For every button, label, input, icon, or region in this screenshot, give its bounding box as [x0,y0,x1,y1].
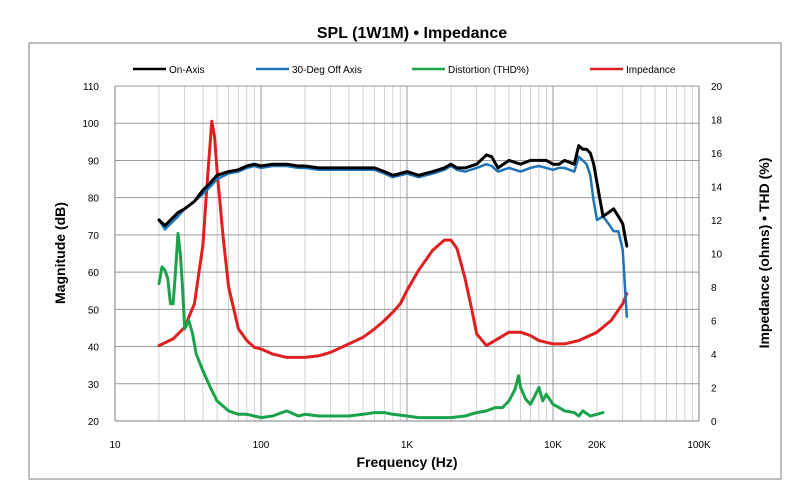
y2-tick-label: 10 [711,250,723,261]
y2-tick-label: 20 [711,82,723,93]
y2-tick-label: 16 [711,149,723,160]
series-line-distortion-thd [157,231,605,420]
y-tick-label: 110 [83,82,99,93]
x-tick-label: 10K [544,440,562,451]
x-tick-label: 100 [253,440,270,451]
y2-tick-labels: 0 2 4 6 8 10 12 14 16 18 20 [711,82,723,428]
y2-tick-label: 0 [711,417,717,428]
y-tick-label: 40 [88,343,100,354]
plot-frame [28,42,782,480]
x-tick-label: 1K [401,440,414,451]
x-tick-label: 20K [588,440,606,451]
legend-label: Impedance [626,65,676,76]
x-tick-labels: 10 100 1K 10K 20K 100K [109,440,711,451]
y2-tick-label: 2 [711,384,717,395]
y-tick-label: 30 [88,380,100,391]
y-tick-label: 60 [88,268,100,279]
y2-tick-label: 14 [711,183,723,194]
y2-tick-label: 6 [711,317,717,328]
legend: On-Axis 30-Deg Off Axis Distortion (THD%) I… [133,65,676,76]
y2-tick-label: 18 [711,116,723,127]
y-tick-label: 100 [82,119,99,130]
chart-title: SPL (1W1M) • Impedance [317,25,507,42]
y-tick-labels: 20 30 40 50 60 70 80 90 100 110 [82,82,99,428]
y2-tick-label: 4 [711,350,717,361]
y2-tick-label: 12 [711,216,723,227]
grid-lines [114,85,699,422]
legend-label: 30-Deg Off Axis [292,65,362,76]
y-tick-label: 90 [88,156,100,167]
series-lines [157,119,629,420]
y2-tick-label: 8 [711,283,717,294]
x-axis-title: Frequency (Hz) [356,454,457,470]
x-tick-label: 100K [687,440,711,451]
series-line-on-axis [157,144,629,248]
y-tick-label: 70 [88,231,100,242]
x-tick-label: 10 [109,440,121,451]
legend-label: On-Axis [169,65,205,76]
series-line-30-deg-off-axis [157,155,629,319]
y-tick-label: 80 [88,194,100,205]
y-tick-label: 50 [88,305,100,316]
y-tick-label: 20 [88,417,100,428]
legend-label: Distortion (THD%) [448,65,529,76]
y-axis-title: Magnitude (dB) [52,202,68,304]
y2-axis-title: Impedance (ohms) • THD (%) [756,158,772,349]
series-line-impedance [157,119,629,359]
